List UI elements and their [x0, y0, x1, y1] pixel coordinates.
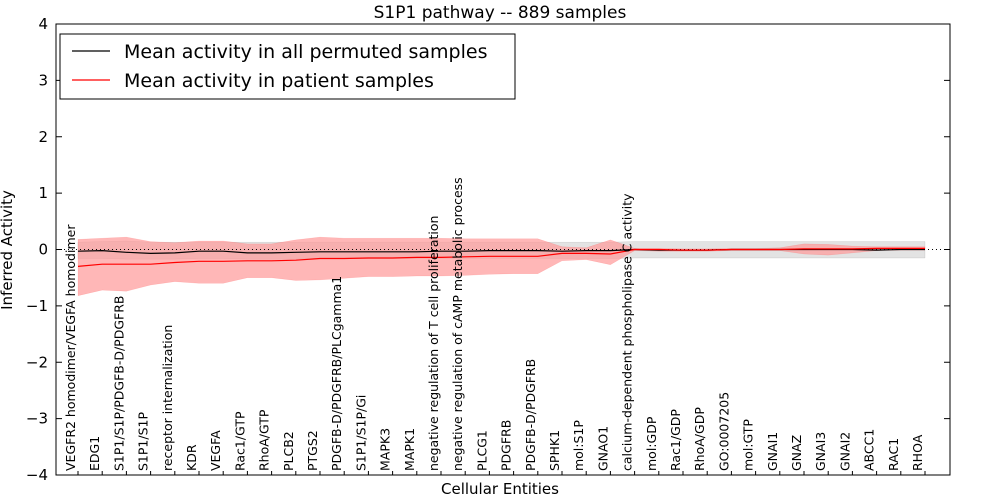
y-tick-label: 2 [38, 128, 48, 146]
x-category-label: RAC1 [886, 438, 901, 471]
x-category-label: VEGFA [208, 430, 223, 471]
x-axis-category-labels: VEGFR2 homodimer/VEGFA homodimer EDG1 S1P1… [63, 177, 926, 475]
x-category-label: Rac1/GDP [668, 409, 683, 471]
x-category-label: receptor internalization [160, 325, 175, 471]
x-category-label: GNAI2 [837, 432, 852, 471]
legend-label-permuted: Mean activity in all permuted samples [124, 41, 487, 63]
x-category-label: PDGFRB [499, 420, 514, 471]
x-category-label: ABCC1 [862, 429, 877, 471]
legend-label-patient: Mean activity in patient samples [124, 70, 434, 92]
y-axis-label: Inferred Activity [0, 190, 16, 310]
x-category-label: VEGFR2 homodimer/VEGFA homodimer [63, 224, 78, 471]
y-tick-label: 1 [38, 184, 48, 202]
x-category-label: SPHK1 [547, 430, 562, 471]
y-tick-label: 4 [38, 15, 48, 33]
line-patient-mean [77, 247, 925, 267]
band-patient [77, 236, 926, 297]
x-category-label: RHOA [910, 434, 925, 471]
y-tick-label: −3 [26, 410, 48, 428]
x-category-label: negative regulation of T cell proliferat… [426, 216, 441, 471]
x-category-label: PDGFB-D/PDGFRB/PLCgamma1 [329, 276, 344, 471]
x-category-label: mol:GDP [644, 416, 659, 471]
x-category-label: GNAI3 [813, 432, 828, 471]
x-category-label: PDGFB-D/PDGFRB [523, 359, 538, 471]
legend: Mean activity in all permuted samples Me… [59, 33, 516, 100]
x-category-label: EDG1 [87, 436, 102, 471]
plot-frame [55, 23, 951, 476]
x-category-label: KDR [184, 444, 199, 471]
x-category-label: Rac1/GTP [232, 411, 247, 471]
x-category-label: S1P1/S1P [136, 412, 151, 471]
y-tick-label: −1 [26, 297, 48, 315]
x-axis-label: Cellular Entities [441, 480, 559, 498]
x-category-label: GNAI1 [765, 432, 780, 471]
y-tick-label: 3 [38, 71, 48, 89]
x-category-label: PLCB2 [281, 431, 296, 471]
x-category-label: RhoA/GDP [692, 407, 707, 471]
x-category-label: mol:GTP [741, 419, 756, 471]
x-category-label: RhoA/GTP [257, 409, 272, 471]
x-category-label: negative regulation of cAMP metabolic pr… [450, 177, 465, 471]
x-category-label: PTGS2 [305, 430, 320, 471]
y-tick-label: −2 [26, 353, 48, 371]
series-lines [77, 247, 925, 267]
x-category-label: S1P1/S1P/PDGFB-D/PDGFRB [111, 296, 126, 472]
legend-box [59, 33, 516, 100]
x-category-label: calcium-dependent phospholipase C activi… [620, 193, 635, 471]
x-category-label: S1P1/S1P/Gi [353, 395, 368, 471]
chart-title: S1P1 pathway -- 889 samples [374, 3, 627, 23]
x-category-label: GNAO1 [595, 426, 610, 471]
y-axis-ticks: 4 3 2 1 0 −1 −2 −3 −4 [26, 15, 950, 484]
x-category-label: mol:S1P [571, 420, 586, 471]
y-tick-label: 0 [38, 241, 48, 259]
x-category-label: MAPK1 [402, 428, 417, 471]
x-category-label: MAPK3 [378, 428, 393, 471]
x-category-label: GO:0007205 [716, 392, 731, 471]
x-category-label: GNAZ [789, 435, 804, 471]
confidence-bands [77, 236, 926, 297]
x-category-label: PLCG1 [474, 430, 489, 471]
y-tick-label: −4 [26, 466, 48, 484]
